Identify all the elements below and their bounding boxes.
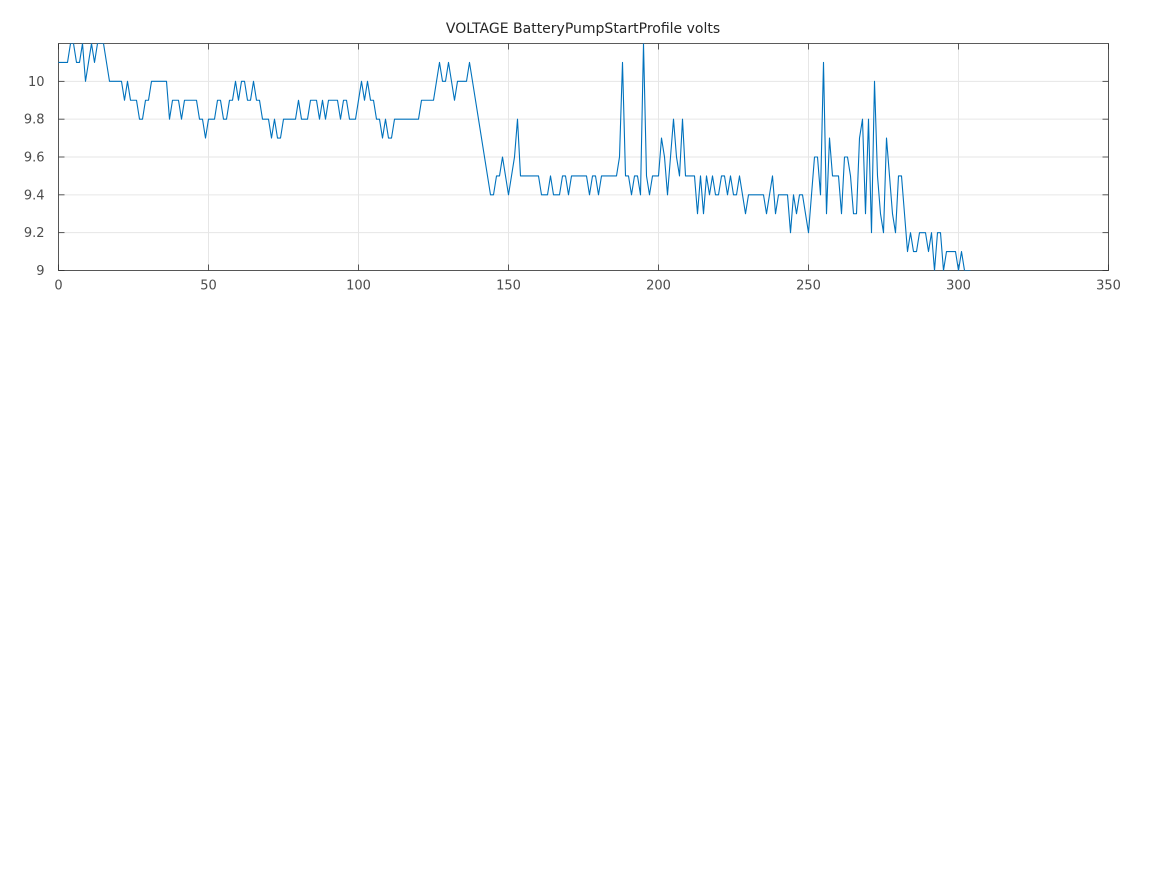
- y-tick-label: 9.6: [24, 151, 45, 166]
- grid-lines: [58, 43, 1109, 271]
- y-tick-label: 10: [28, 75, 45, 90]
- y-tick-label: 9.8: [24, 113, 45, 128]
- x-tick-label: 50: [200, 279, 217, 294]
- x-tick-label: 250: [796, 279, 821, 294]
- axis-ticks: [58, 43, 1109, 271]
- chart-title: VOLTAGE BatteryPumpStartProfile volts: [446, 21, 720, 37]
- y-tick-label: 9: [36, 264, 44, 279]
- x-tick-label: 350: [1096, 279, 1121, 294]
- series-line: [58, 43, 971, 271]
- x-axis-tick-labels: 0 50 100 150 200 250 300 350: [54, 279, 1121, 294]
- x-tick-label: 200: [646, 279, 671, 294]
- y-axis-tick-labels: 9 9.2 9.4 9.6 9.8 10: [24, 75, 45, 279]
- x-tick-label: 150: [496, 279, 521, 294]
- x-tick-label: 300: [946, 279, 971, 294]
- x-tick-label: 100: [346, 279, 371, 294]
- series-group: [58, 43, 971, 271]
- x-tick-label: 0: [54, 279, 62, 294]
- y-tick-label: 9.4: [24, 188, 45, 203]
- y-tick-label: 9.2: [24, 226, 45, 241]
